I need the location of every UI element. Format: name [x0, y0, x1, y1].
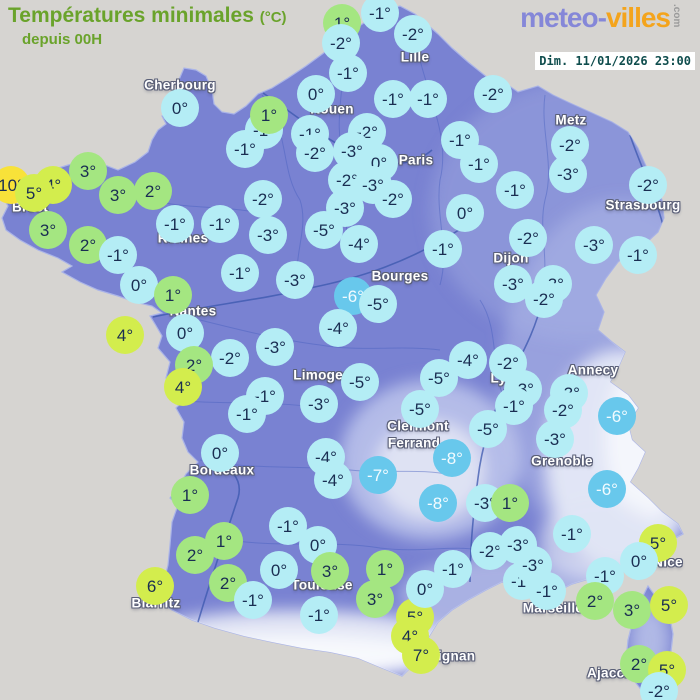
page-title: Températures minimales (°C) — [8, 4, 287, 28]
logo-part-villes: villes — [605, 2, 671, 33]
site-logo[interactable]: meteo-villes.com — [520, 2, 682, 34]
title-unit: (°C) — [259, 9, 287, 26]
logo-suffix-com: .com — [671, 4, 682, 28]
datetime-stamp: Dim. 11/01/2026 23:00 — [535, 52, 695, 70]
page-subtitle: depuis 00H — [22, 31, 103, 48]
map-header: Températures minimales (°C) depuis 00H — [8, 4, 287, 48]
logo-part-meteo: meteo- — [520, 2, 607, 33]
title-text: Températures minimales — [8, 4, 254, 27]
